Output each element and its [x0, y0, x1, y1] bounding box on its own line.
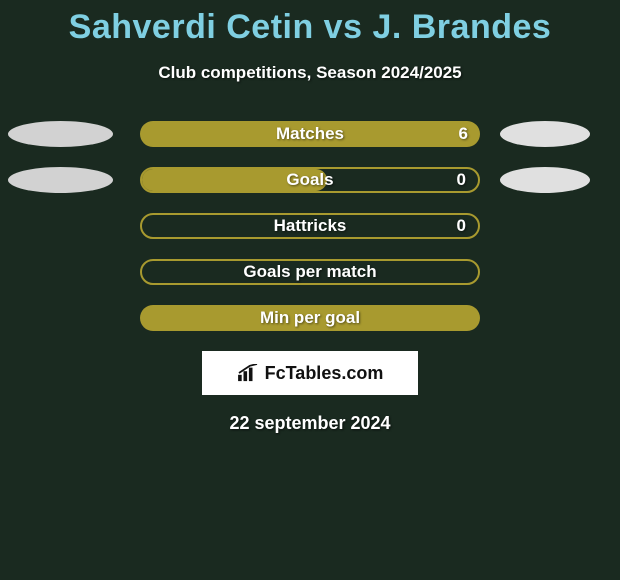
page-subtitle: Club competitions, Season 2024/2025: [0, 63, 620, 83]
stat-bar: Min per goal: [140, 305, 480, 331]
stat-bar: Goals 0: [140, 167, 480, 193]
date-text: 22 september 2024: [0, 413, 620, 434]
stat-bar: Matches 6: [140, 121, 480, 147]
stat-label: Goals: [286, 170, 333, 190]
player-ellipse-left: [8, 121, 113, 147]
stat-label: Hattricks: [274, 216, 347, 236]
logo-box: FcTables.com: [202, 351, 418, 395]
logo-text: FcTables.com: [265, 363, 384, 384]
stat-row: Matches 6: [0, 121, 620, 147]
stat-bar: Hattricks 0: [140, 213, 480, 239]
stat-row: Min per goal: [0, 305, 620, 331]
player-ellipse-left: [8, 167, 113, 193]
bar-chart-icon: [237, 364, 259, 382]
stat-label: Goals per match: [243, 262, 376, 282]
stat-rows: Matches 6 Goals 0 Hattricks 0 Goals per match M…: [0, 121, 620, 331]
stat-value: 0: [457, 170, 466, 190]
player-ellipse-right: [500, 121, 590, 147]
stat-row: Goals per match: [0, 259, 620, 285]
stat-bar: Goals per match: [140, 259, 480, 285]
stat-label: Min per goal: [260, 308, 360, 328]
stat-value: 0: [457, 216, 466, 236]
stat-label: Matches: [276, 124, 344, 144]
stat-row: Hattricks 0: [0, 213, 620, 239]
stat-value: 6: [459, 124, 468, 144]
stat-row: Goals 0: [0, 167, 620, 193]
player-ellipse-right: [500, 167, 590, 193]
page-title: Sahverdi Cetin vs J. Brandes: [0, 0, 620, 47]
